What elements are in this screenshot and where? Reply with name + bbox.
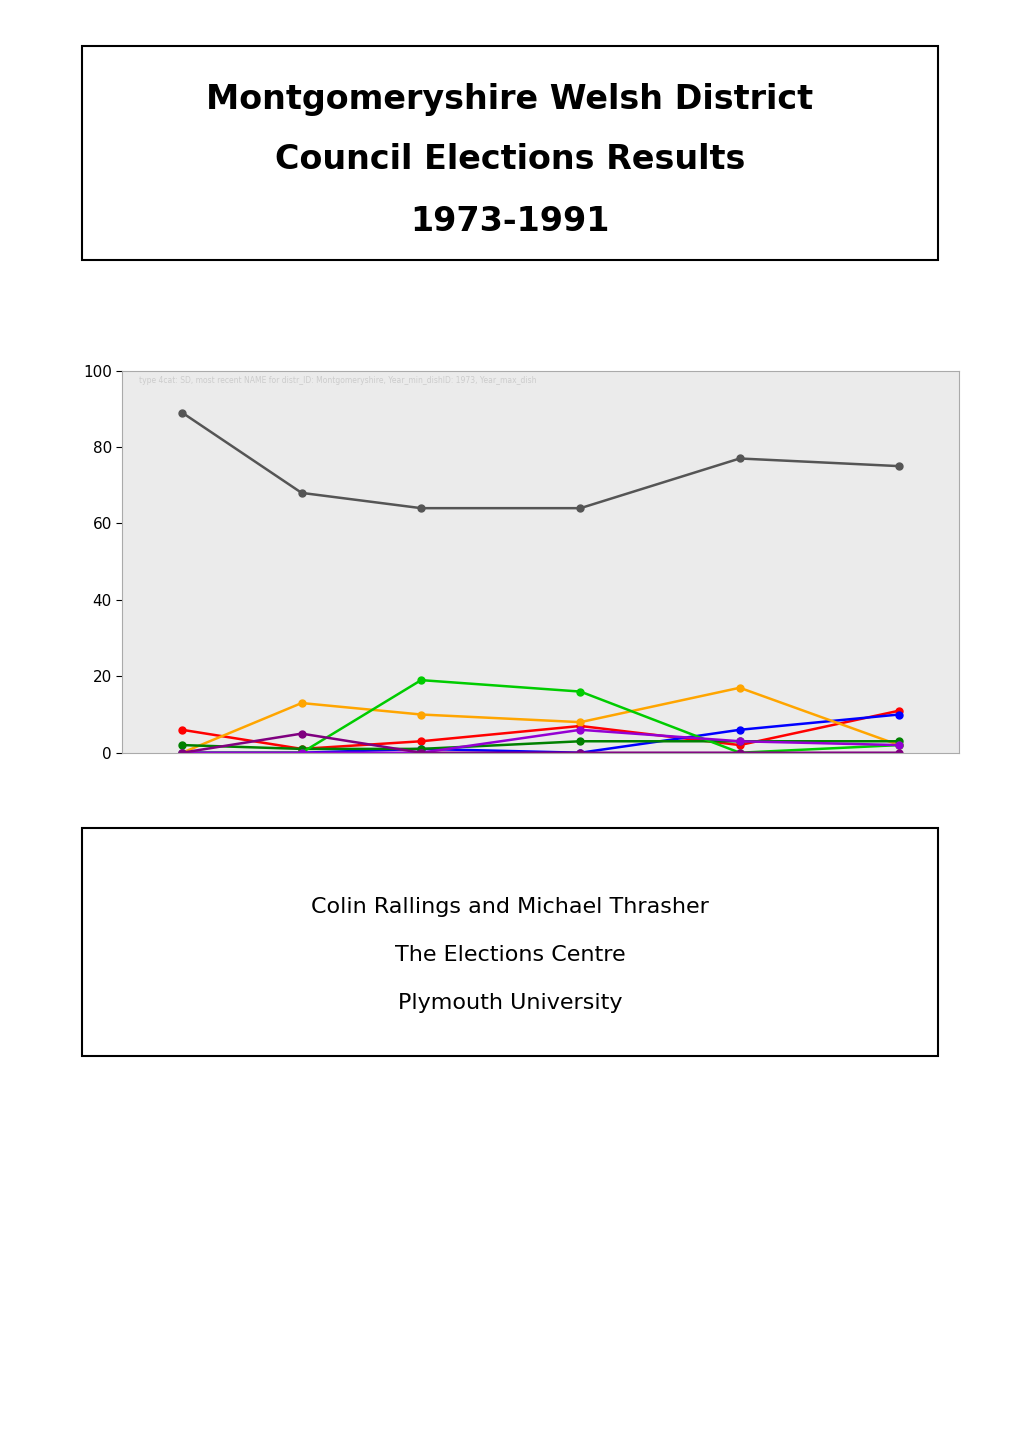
FancyBboxPatch shape bbox=[82, 828, 937, 1056]
Text: 1973-1991: 1973-1991 bbox=[410, 205, 609, 238]
Text: Council Elections Results: Council Elections Results bbox=[274, 143, 745, 176]
Text: The Elections Centre: The Elections Centre bbox=[394, 946, 625, 965]
Text: Colin Rallings and Michael Thrasher: Colin Rallings and Michael Thrasher bbox=[311, 897, 708, 917]
FancyBboxPatch shape bbox=[82, 46, 937, 260]
Text: Montgomeryshire Welsh District: Montgomeryshire Welsh District bbox=[206, 84, 813, 115]
Text: Plymouth University: Plymouth University bbox=[397, 994, 622, 1014]
Text: type 4cat: SD, most recent NAME for distr_ID: Montgomeryshire, Year_min_dishID: : type 4cat: SD, most recent NAME for dist… bbox=[139, 376, 536, 385]
